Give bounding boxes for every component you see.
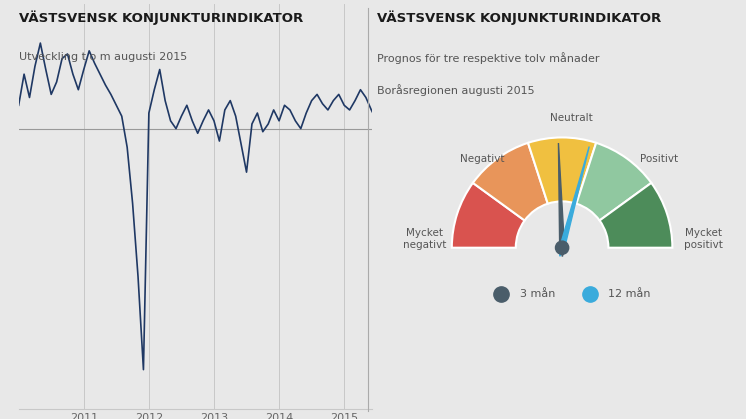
Polygon shape xyxy=(559,143,565,256)
Wedge shape xyxy=(577,143,651,220)
Text: Positivt: Positivt xyxy=(640,155,678,165)
Text: 3 mån: 3 mån xyxy=(520,289,556,299)
Wedge shape xyxy=(452,183,524,248)
Text: Negativt: Negativt xyxy=(460,155,505,165)
Wedge shape xyxy=(528,137,596,204)
Text: VÄSTSVENSK KONJUNKTURINDIKATOR: VÄSTSVENSK KONJUNKTURINDIKATOR xyxy=(19,10,303,25)
Circle shape xyxy=(556,241,568,254)
Text: Mycket
positivt: Mycket positivt xyxy=(684,228,723,250)
Text: Neutralt: Neutralt xyxy=(550,113,592,123)
Wedge shape xyxy=(600,183,672,248)
Text: Boråsregionen augusti 2015: Boråsregionen augusti 2015 xyxy=(377,84,534,96)
Wedge shape xyxy=(473,143,548,220)
Text: Utveckling t o m augusti 2015: Utveckling t o m augusti 2015 xyxy=(19,52,187,62)
Polygon shape xyxy=(560,147,589,256)
Text: VÄSTSVENSK KONJUNKTURINDIKATOR: VÄSTSVENSK KONJUNKTURINDIKATOR xyxy=(377,10,661,25)
Text: Prognos för tre respektive tolv månader: Prognos för tre respektive tolv månader xyxy=(377,52,599,64)
Text: Mycket
negativt: Mycket negativt xyxy=(403,228,446,250)
Text: 12 mån: 12 mån xyxy=(609,289,651,299)
